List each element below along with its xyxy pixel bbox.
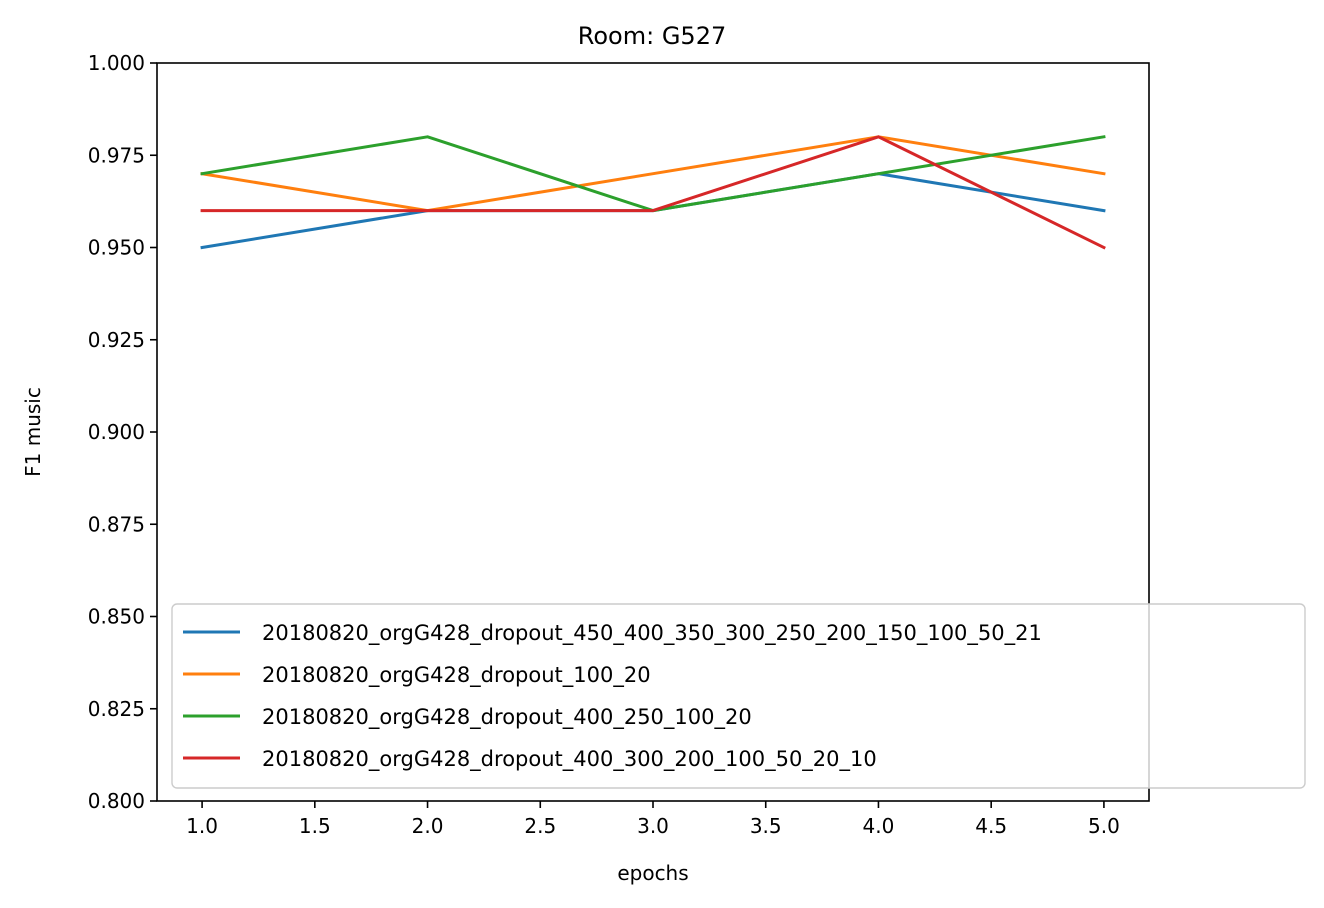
x-tick-label: 4.5 bbox=[975, 814, 1007, 838]
y-tick-label: 0.900 bbox=[88, 420, 145, 444]
legend-label: 20180820_orgG428_dropout_450_400_350_300… bbox=[262, 621, 1042, 646]
series-layer bbox=[200, 135, 1106, 250]
y-tick-label: 0.925 bbox=[88, 328, 145, 352]
x-tick-label: 5.0 bbox=[1088, 814, 1120, 838]
x-tick-label: 3.5 bbox=[750, 814, 782, 838]
y-tick-label: 1.000 bbox=[88, 51, 145, 75]
legend-label: 20180820_orgG428_dropout_400_300_200_100… bbox=[262, 747, 877, 772]
x-tick-label: 3.0 bbox=[637, 814, 669, 838]
y-tick-label: 0.850 bbox=[88, 605, 145, 629]
legend: 20180820_orgG428_dropout_450_400_350_300… bbox=[171, 603, 1306, 789]
x-tick-label: 1.5 bbox=[299, 814, 331, 838]
y-axis-label: F1 music bbox=[21, 387, 45, 477]
legend-label: 20180820_orgG428_dropout_100_20 bbox=[262, 663, 651, 688]
y-tick-label: 0.825 bbox=[88, 697, 145, 721]
chart-title: Room: G527 bbox=[578, 22, 726, 50]
series-line-4 bbox=[200, 135, 1106, 250]
series-line-2 bbox=[200, 135, 1106, 213]
x-tick-label: 2.0 bbox=[412, 814, 444, 838]
y-tick-label: 0.975 bbox=[88, 143, 145, 167]
legend-box bbox=[171, 603, 1306, 789]
x-axis-label: epochs bbox=[617, 861, 688, 885]
x-tick-label: 2.5 bbox=[524, 814, 556, 838]
y-tick-label: 0.800 bbox=[88, 789, 145, 813]
y-tick-label: 0.950 bbox=[88, 236, 145, 260]
x-tick-label: 4.0 bbox=[863, 814, 895, 838]
x-tick-label: 1.0 bbox=[186, 814, 218, 838]
ticks-layer: 1.0 1.5 2.0 2.5 3.0 3.5 4.0 4.5 5.0 0.800 0.825 0.8… bbox=[88, 51, 1120, 838]
y-tick-label: 0.875 bbox=[88, 512, 145, 536]
legend-label: 20180820_orgG428_dropout_400_250_100_20 bbox=[262, 705, 752, 730]
